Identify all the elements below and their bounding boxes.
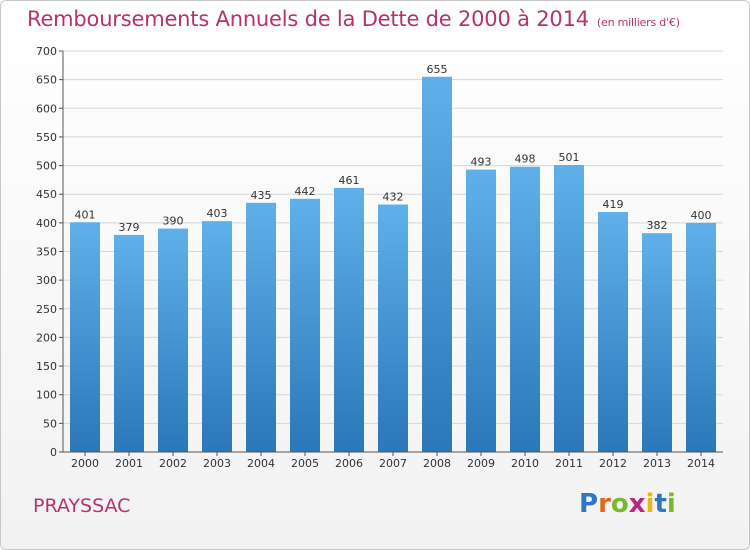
x-tick-label: 2009 xyxy=(467,457,495,470)
y-tick-label: 350 xyxy=(36,246,57,259)
bar-2005 xyxy=(290,198,320,452)
x-tick-label: 2014 xyxy=(687,457,715,470)
bar-2002 xyxy=(158,228,188,452)
y-tick-label: 600 xyxy=(36,102,57,115)
bar-2009 xyxy=(466,169,496,452)
bars xyxy=(70,76,716,453)
bar-2014 xyxy=(686,222,716,452)
y-tick-label: 450 xyxy=(36,188,57,201)
bar-2006 xyxy=(334,187,364,453)
x-tick-label: 2002 xyxy=(159,457,187,470)
data-label-2014: 400 xyxy=(691,209,712,222)
bar-2010 xyxy=(510,166,540,452)
y-tick-label: 250 xyxy=(36,303,57,316)
bar-2012 xyxy=(598,211,628,452)
y-tick-label: 300 xyxy=(36,274,57,287)
chart-title-text: Remboursements Annuels de la Dette de 20… xyxy=(27,7,589,31)
unit-note: (en milliers d'€) xyxy=(596,16,680,29)
x-tick-label: 2010 xyxy=(511,457,539,470)
data-label-2007: 432 xyxy=(383,191,404,204)
bar-2001 xyxy=(114,234,144,452)
chart-title: Remboursements Annuels de la Dette de 20… xyxy=(27,7,680,31)
y-tick-label: 100 xyxy=(36,389,57,402)
y-tick-label: 650 xyxy=(36,74,57,87)
bar-2008 xyxy=(422,76,452,453)
data-label-2009: 493 xyxy=(471,156,492,169)
y-tick-label: 500 xyxy=(36,160,57,173)
x-tick-label: 2003 xyxy=(203,457,231,470)
data-label-2011: 501 xyxy=(559,151,580,164)
bar-2013 xyxy=(642,233,672,452)
commune-name: PRAYSSAC xyxy=(33,495,131,517)
bar-2000 xyxy=(70,222,100,452)
y-tick-label: 150 xyxy=(36,360,57,373)
bar-2004 xyxy=(246,202,276,452)
data-label-2010: 498 xyxy=(515,153,536,166)
bar-2003 xyxy=(202,221,232,452)
data-label-2012: 419 xyxy=(603,198,624,211)
data-label-2002: 390 xyxy=(163,215,184,228)
labels: 0 50 100 150 200 250 300 350 400 450 500 550 600 650 7… xyxy=(36,45,715,470)
y-tick-label: 200 xyxy=(36,331,57,344)
x-tick-label: 2006 xyxy=(335,457,363,470)
y-tick-label: 50 xyxy=(43,417,57,430)
data-label-2003: 403 xyxy=(207,207,228,220)
y-tick-label: 550 xyxy=(36,131,57,144)
x-tick-label: 2013 xyxy=(643,457,671,470)
y-tick-label: 400 xyxy=(36,217,57,230)
data-label-2013: 382 xyxy=(647,219,668,232)
y-tick-label: 700 xyxy=(36,45,57,58)
x-tick-label: 2011 xyxy=(555,457,583,470)
bar-2007 xyxy=(378,204,408,452)
data-label-2001: 379 xyxy=(119,221,140,234)
axes xyxy=(59,50,723,456)
x-tick-label: 2005 xyxy=(291,457,319,470)
y-tick-label: 0 xyxy=(50,446,57,459)
proxiti-logo: Proxiti xyxy=(579,489,676,519)
x-tick-label: 2008 xyxy=(423,457,451,470)
data-label-2008: 655 xyxy=(427,63,448,76)
data-label-2004: 435 xyxy=(251,189,272,202)
x-tick-label: 2012 xyxy=(599,457,627,470)
data-label-2000: 401 xyxy=(75,208,96,221)
data-label-2005: 442 xyxy=(295,185,316,198)
x-tick-label: 2000 xyxy=(71,457,99,470)
x-tick-label: 2001 xyxy=(115,457,143,470)
bar-2011 xyxy=(554,164,584,452)
x-tick-label: 2004 xyxy=(247,457,275,470)
data-label-2006: 461 xyxy=(339,174,360,187)
x-tick-label: 2007 xyxy=(379,457,407,470)
